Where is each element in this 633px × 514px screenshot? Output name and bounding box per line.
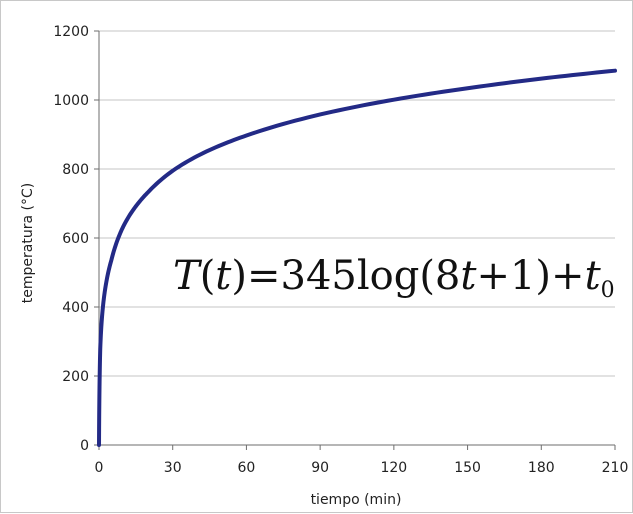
x-tick-label: 150 <box>454 460 481 476</box>
x-tick-label: 0 <box>95 460 104 476</box>
formula-open: ( <box>200 253 216 299</box>
x-axis-label: tiempo (min) <box>311 492 402 508</box>
formula-annotation: T(t)=345log(8t+1)+t0 <box>173 253 615 303</box>
y-axis-label: temperatura (°C) <box>20 183 36 303</box>
formula-middle: )=345log(8 <box>231 253 460 299</box>
formula-t2: t <box>460 253 477 299</box>
formula-t3: t <box>585 253 602 299</box>
axes <box>98 31 616 450</box>
x-tick-label: 60 <box>238 460 256 476</box>
series <box>97 68 617 447</box>
x-tick-label: 210 <box>602 460 629 476</box>
y-tick-label: 800 <box>62 162 89 178</box>
y-tick-label: 600 <box>62 231 89 247</box>
y-tick-label: 1000 <box>53 93 89 109</box>
x-tick-label: 180 <box>528 460 555 476</box>
x-tick-label: 90 <box>311 460 329 476</box>
y-tick-label: 1200 <box>53 24 89 40</box>
x-tick-label: 30 <box>164 460 182 476</box>
x-tick-label: 120 <box>380 460 407 476</box>
y-tick-label: 200 <box>62 369 89 385</box>
y-tick-label: 0 <box>80 438 89 454</box>
formula-t1: t <box>215 253 232 299</box>
formula-rest: +1)+ <box>476 253 584 299</box>
y-tick-label: 400 <box>62 300 89 316</box>
x-tick-labels: 0 30 60 90 120 150 180 210 <box>95 460 629 476</box>
temperature-curve <box>97 68 617 447</box>
y-tick-labels: 0 200 400 600 800 1000 1200 <box>53 24 89 454</box>
formula-T: T <box>173 253 203 299</box>
formula-subscript: 0 <box>601 278 615 303</box>
gridlines <box>94 30 615 446</box>
